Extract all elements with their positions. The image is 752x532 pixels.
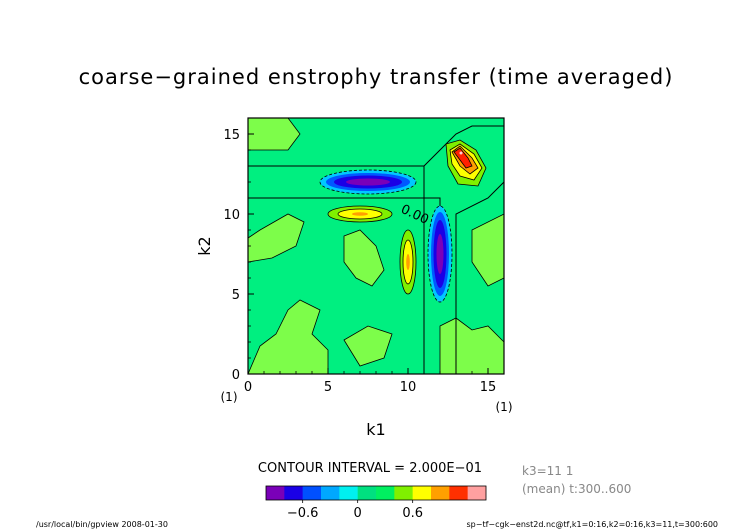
colorbar-cell: [321, 486, 340, 500]
y-axis-label: k2: [195, 236, 214, 255]
colorbar-cell: [431, 486, 450, 500]
contour-lines: [248, 125, 505, 374]
x-tick-label: 5: [324, 380, 332, 395]
colorbar-cell: [412, 486, 432, 500]
negative-lobe-horizontal: [319, 169, 417, 195]
colorbar-tick-label: 0.6: [402, 506, 423, 521]
colorbar-cell: [266, 486, 285, 500]
x-tick-label: 15: [480, 380, 497, 395]
colorbar-cell: [467, 486, 487, 500]
negative-lobe-vertical: [427, 205, 453, 303]
x-unit-marker: (1): [496, 400, 513, 414]
positive-lobe-horizontal: [327, 205, 393, 223]
x-axis-label: k1: [366, 420, 385, 439]
x-tick-label: 10: [400, 380, 417, 395]
footer-left: /usr/local/bin/gpview 2008-01-30: [36, 520, 168, 529]
y-unit-marker: (1): [221, 390, 238, 404]
footer-right: sp−tf−cgk−enst2d.nc@tf,k1=0:16,k2=0:16,k…: [467, 520, 718, 529]
y-tick-label: 0: [232, 368, 240, 383]
colorbar-cell: [394, 486, 413, 500]
y-tick-label: 10: [223, 208, 240, 223]
colorbar-tick-label: 0: [354, 506, 362, 521]
y-tick-label: 5: [232, 288, 240, 303]
colorbar-cell: [376, 486, 395, 500]
positive-lobe-vertical: [399, 229, 417, 295]
colorbar-tick-label: −0.6: [287, 506, 319, 521]
annotation-mean: (mean) t:300..600: [522, 482, 631, 496]
chart-title: coarse−grained enstrophy transfer (time …: [79, 65, 674, 89]
positive-peak: [445, 139, 487, 187]
colorbar-cell: [284, 486, 303, 500]
colorbar-cell: [339, 486, 358, 500]
colorbar-frame: [265, 485, 487, 501]
colorbar: −0.6 0 0.6: [265, 485, 487, 521]
colorbar-cell: [357, 486, 377, 500]
contour-interval: CONTOUR INTERVAL = 2.000E−01: [258, 461, 482, 476]
annotation-k3: k3=11 1: [522, 464, 573, 478]
plot-area: 0.00: [247, 117, 505, 375]
x-tick-label: 0: [244, 380, 252, 395]
x-axis: 0 5 10 15 k1 (1): [244, 368, 513, 439]
y-tick-label: 15: [223, 128, 240, 143]
colorbar-cell: [449, 486, 468, 500]
y-axis: 0 5 10 15 k2 (1): [195, 128, 254, 404]
colorbar-cell: [302, 486, 322, 500]
